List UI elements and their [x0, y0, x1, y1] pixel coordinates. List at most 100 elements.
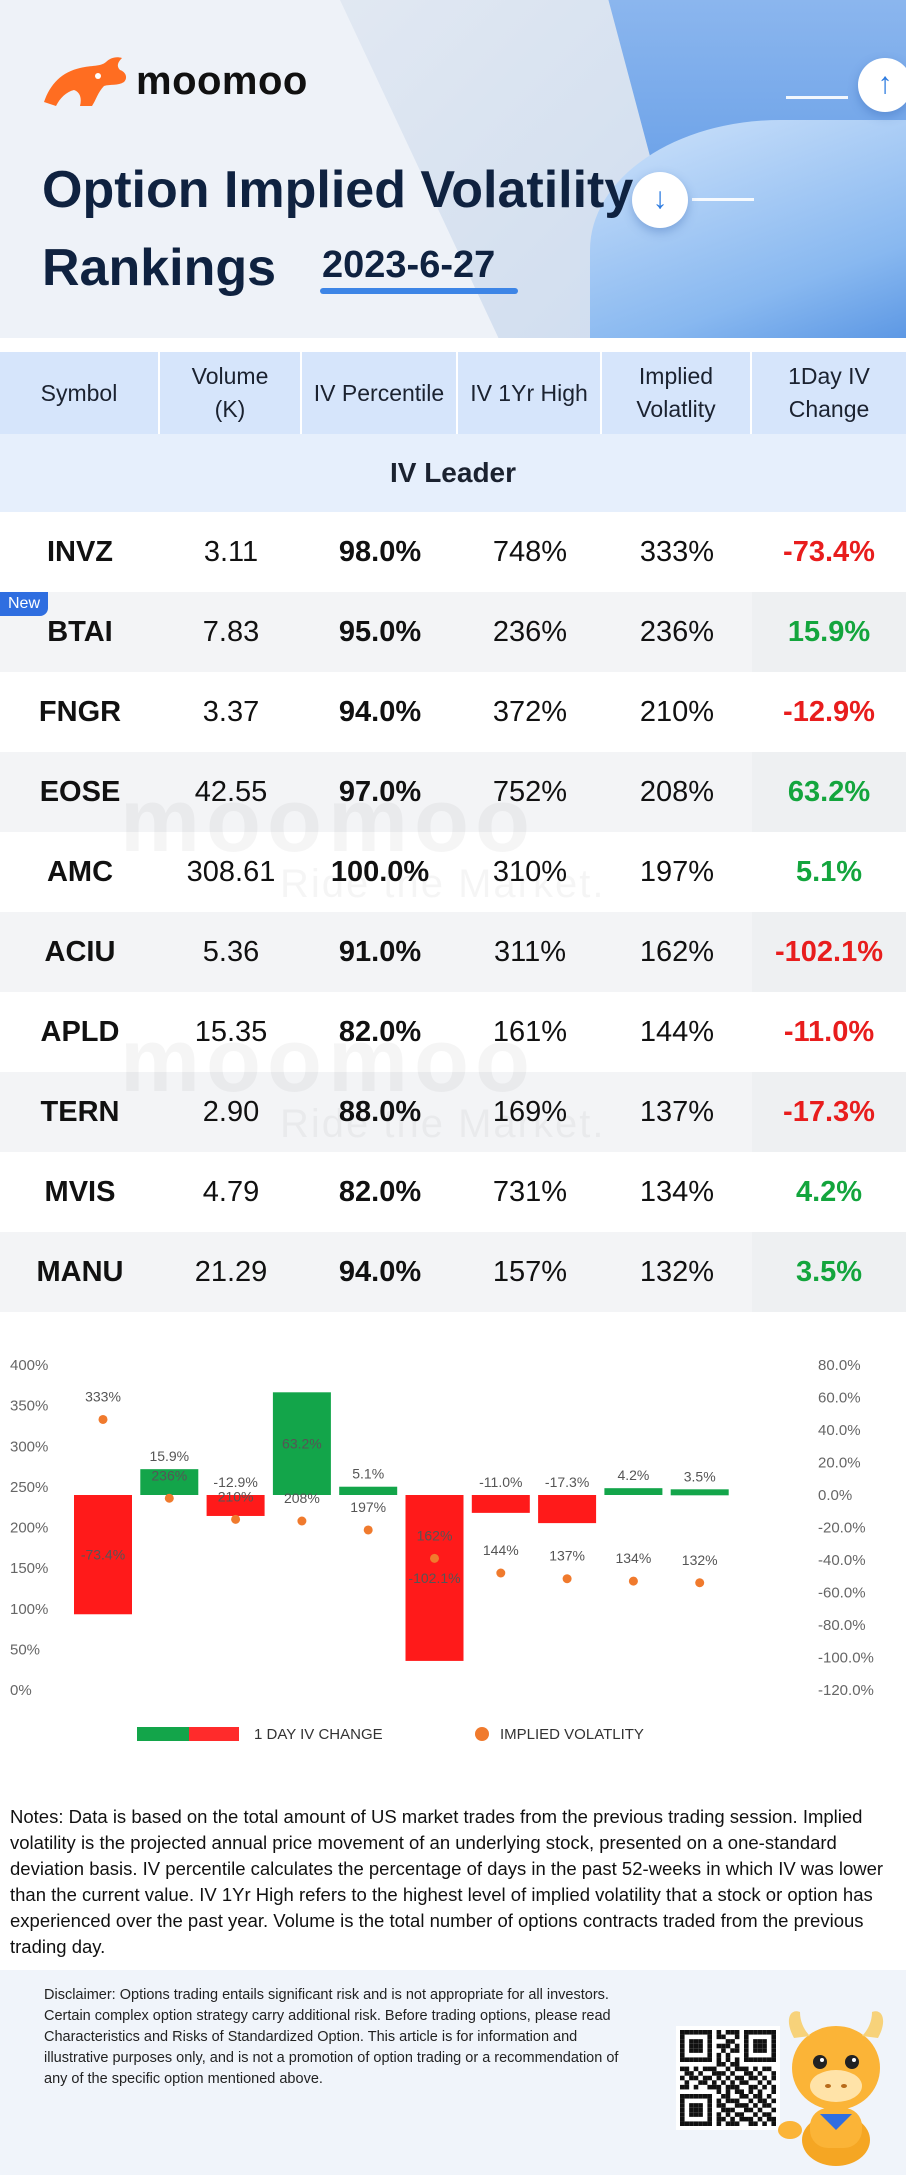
- cell-symbol: APLD: [40, 1015, 120, 1048]
- chart-point: [496, 1568, 506, 1578]
- cell-1day-change: 4.2%: [795, 1175, 863, 1208]
- cell-implied-vol: 134%: [639, 1175, 715, 1208]
- new-badge: New: [0, 592, 48, 616]
- cell-implied-vol: 144%: [639, 1015, 715, 1048]
- cell-symbol: FNGR: [38, 695, 122, 728]
- moomoo-logo: moomoo: [40, 52, 308, 110]
- cell-implied-vol: 210%: [639, 695, 715, 728]
- cell-iv-1yr-high: 161%: [492, 1015, 568, 1048]
- cell-implied-vol: 236%: [639, 615, 715, 648]
- right-axis-tick: 20.0%: [818, 1455, 861, 1472]
- cell-volume: 7.83: [202, 615, 260, 648]
- cell-symbol: MANU: [36, 1255, 124, 1288]
- chart-bar-label: -12.9%: [213, 1474, 257, 1490]
- col-header-implied-vol-text: Implied Volatlity: [636, 363, 716, 422]
- chart-bar: [206, 1495, 265, 1516]
- right-axis-tick: -60.0%: [818, 1585, 866, 1602]
- chart-point-label: 162%: [417, 1527, 453, 1543]
- legend-swatch-positive: [137, 1727, 189, 1741]
- chart-point-label: 134%: [615, 1550, 651, 1566]
- iv-change-chart: 0% 50% 100% 150% 200% 250% 300% 350% 400% -120.0%…: [10, 1357, 874, 1743]
- table-row: APLD 15.35 82.0% 161% 144% -11.0%: [0, 992, 906, 1072]
- cell-1day-change: -11.0%: [783, 1015, 875, 1048]
- chart-point-label: 333%: [85, 1388, 121, 1404]
- chart-bar-label: -11.0%: [479, 1474, 522, 1490]
- left-axis-tick: 400%: [10, 1357, 48, 1374]
- right-axis-tick: 0.0%: [818, 1487, 852, 1504]
- chart-point: [164, 1493, 174, 1503]
- cell-volume: 15.35: [194, 1015, 268, 1048]
- left-axis-tick: 250%: [10, 1479, 48, 1496]
- iv-rankings-table: Symbol Volume (K) IV Percentile IV 1Yr Hi…: [0, 352, 906, 1312]
- chart-bar: [140, 1469, 199, 1495]
- cell-implied-vol: 132%: [639, 1255, 715, 1288]
- watermark-tagline: Ride the Market.: [280, 862, 605, 907]
- cell-iv-percentile: 82.0%: [338, 1015, 422, 1048]
- cell-1day-change: -17.3%: [752, 1072, 906, 1152]
- chart-point-label: 197%: [350, 1499, 386, 1515]
- chart-bar: [604, 1488, 663, 1495]
- cell-iv-percentile: 98.0%: [338, 535, 422, 568]
- cell-1day-change: -73.4%: [783, 535, 875, 568]
- bull-mascot-icon: [778, 2011, 884, 2166]
- col-header-symbol: Symbol: [0, 352, 160, 434]
- cell-implied-vol: 162%: [639, 935, 715, 968]
- chart-point: [98, 1414, 108, 1424]
- col-header-implied-vol: Implied Volatlity: [602, 352, 752, 434]
- cell-iv-1yr-high: 236%: [492, 615, 568, 648]
- chart-bar: [538, 1495, 597, 1524]
- cell-volume: 4.79: [202, 1175, 260, 1208]
- cell-volume: 2.90: [202, 1095, 260, 1128]
- right-axis-tick: -120.0%: [818, 1682, 874, 1699]
- cell-symbol: MVIS: [44, 1175, 116, 1208]
- chart-point: [628, 1576, 638, 1586]
- watermark-tagline: Ride the Market.: [280, 1102, 605, 1147]
- chart-bar: [405, 1495, 464, 1661]
- dash-decoration: [786, 96, 848, 99]
- chart-point: [297, 1516, 307, 1526]
- cell-iv-1yr-high: 310%: [492, 855, 568, 888]
- table-row: AMC 308.61 100.0% 310% 197% 5.1%: [0, 832, 906, 912]
- right-axis-tick: -20.0%: [818, 1520, 866, 1537]
- chart-bar-label: -17.3%: [545, 1474, 589, 1490]
- right-axis-tick: 40.0%: [818, 1422, 861, 1439]
- chart-point: [695, 1578, 705, 1588]
- chart-point: [430, 1553, 439, 1563]
- watermark: moomoo: [120, 770, 536, 873]
- right-axis-tick: -100.0%: [818, 1650, 874, 1667]
- legend-label-iv-change: 1 DAY IV CHANGE: [254, 1726, 383, 1743]
- cell-symbol: EOSE: [39, 775, 121, 808]
- chart-bar-label: -102.1%: [408, 1570, 460, 1586]
- qr-code-icon[interactable]: [676, 2026, 780, 2130]
- cell-volume: 3.37: [202, 695, 260, 728]
- cell-iv-1yr-high: 311%: [493, 935, 567, 968]
- left-axis-tick: 200%: [10, 1520, 48, 1537]
- cell-iv-percentile: 94.0%: [338, 1255, 422, 1288]
- table-header: Symbol Volume (K) IV Percentile IV 1Yr Hi…: [0, 352, 906, 434]
- chart-point-label: 137%: [549, 1548, 585, 1564]
- page-title-line1: Option Implied Volatility: [42, 161, 634, 219]
- table-row: ACIU 5.36 91.0% 311% 162% -102.1%: [0, 912, 906, 992]
- right-axis-tick: -80.0%: [818, 1617, 866, 1634]
- page-title-line2: Rankings: [42, 239, 277, 297]
- date-underline: [320, 288, 518, 294]
- cell-volume: 5.36: [202, 935, 260, 968]
- chart-bar-label: 63.2%: [282, 1436, 322, 1452]
- chart-point-label: 210%: [218, 1488, 254, 1504]
- legend-swatch-implied-vol: [475, 1727, 489, 1741]
- cell-1day-change: 15.9%: [752, 592, 906, 672]
- cell-iv-percentile: 88.0%: [338, 1095, 422, 1128]
- col-header-1day-change-text: 1Day IV Change: [788, 363, 870, 422]
- chart-bar-label: 3.5%: [684, 1468, 716, 1484]
- legend-swatch-negative: [189, 1727, 239, 1741]
- cell-symbol: AMC: [46, 855, 114, 888]
- cell-volume: 308.61: [186, 855, 276, 888]
- chart-bar: [74, 1495, 132, 1615]
- left-axis-tick: 100%: [10, 1601, 48, 1618]
- cell-symbol: ACIU: [44, 935, 116, 968]
- watermark: moomoo: [120, 1010, 536, 1113]
- chart-bar-label: 15.9%: [149, 1448, 189, 1464]
- cell-iv-percentile: 97.0%: [338, 775, 422, 808]
- cell-1day-change: 63.2%: [752, 752, 906, 832]
- cell-1day-change: -12.9%: [783, 695, 875, 728]
